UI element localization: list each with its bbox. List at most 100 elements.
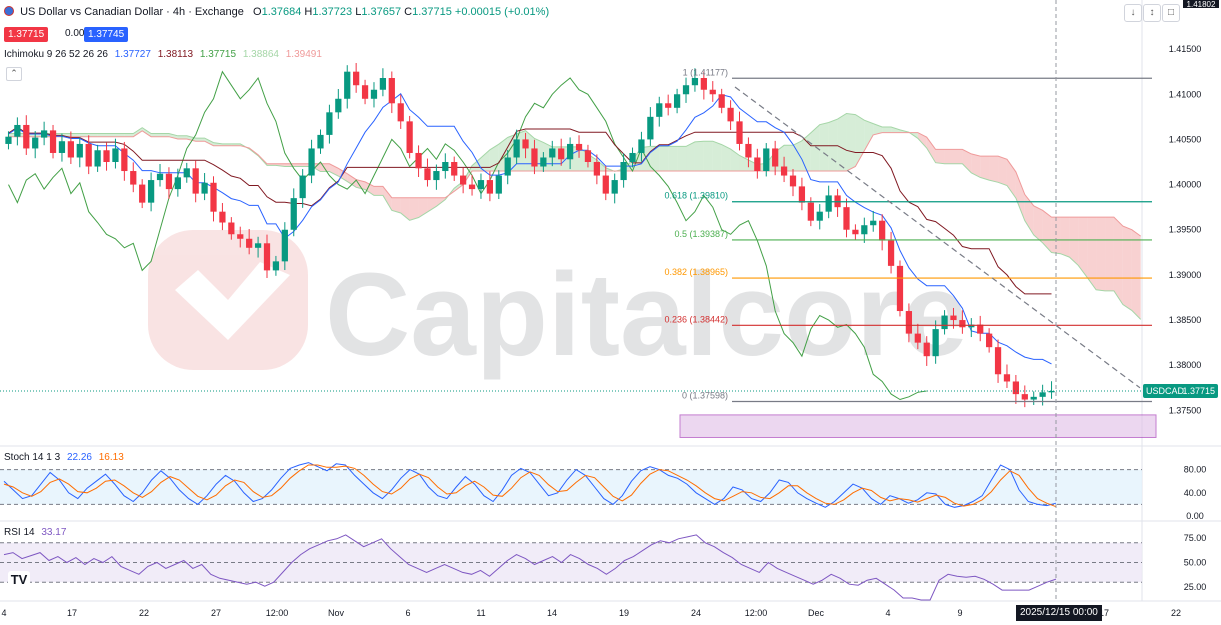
time-tick-label: 27	[211, 608, 221, 618]
candle-body	[495, 175, 502, 194]
candle-body	[219, 211, 226, 223]
candle-body	[5, 136, 12, 144]
candle-body	[736, 121, 743, 144]
candle-body	[959, 320, 966, 328]
candle-body	[691, 78, 699, 86]
candle-body	[887, 240, 895, 266]
sell-button[interactable]: 1.37715	[4, 27, 49, 42]
candle-body	[540, 157, 547, 167]
ichimoku-cloud-segment	[1113, 217, 1123, 305]
buy-button[interactable]: 1.37745	[84, 27, 129, 42]
candle-body	[798, 186, 806, 203]
zoom-icon[interactable]: ↕	[1143, 4, 1161, 22]
candle-body	[254, 243, 262, 248]
candle-body	[156, 173, 164, 181]
rsi-legend: RSI 14 33.17	[4, 527, 70, 538]
candle-body	[950, 315, 957, 321]
candle-body	[1021, 394, 1028, 400]
symbol-badge-name: USDCAD	[1146, 386, 1185, 396]
fib-level-label: 0.236 (1.38442)	[664, 314, 728, 324]
high-value: 1.37723	[312, 6, 353, 18]
candle-body	[174, 177, 181, 190]
candle-body	[183, 168, 190, 178]
symbol-badge	[1143, 383, 1218, 398]
candle-body	[558, 148, 565, 160]
candle-body	[879, 220, 886, 241]
candle-body	[397, 103, 404, 122]
rsi-tick-label: 25.00	[1184, 582, 1207, 592]
candle-body	[870, 220, 877, 226]
ichimoku-cloud-segment	[677, 146, 687, 172]
candle-body	[308, 148, 315, 176]
candle-body	[843, 207, 850, 230]
ichimoku-cloud-segment	[70, 133, 80, 137]
stoch-tick-label: 40.00	[1184, 488, 1207, 498]
time-tick-label: 12:00	[266, 608, 289, 618]
candle-body	[192, 168, 199, 194]
ichimoku-cloud-segment	[168, 133, 178, 139]
ichimoku-cloud-segment	[1033, 205, 1043, 243]
arrow-down-icon[interactable]: ↓	[1124, 4, 1142, 22]
candle-body	[566, 143, 574, 160]
ichimoku-cloud-segment	[926, 137, 936, 163]
stoch-label: Stoch 14 1 3	[4, 452, 61, 463]
candle-body	[40, 130, 48, 138]
candle-body	[353, 71, 360, 86]
ichimoku-cloud-segment	[998, 156, 1007, 186]
candle-body	[647, 116, 654, 140]
ichimoku-cloud-segment	[320, 163, 330, 172]
candle-body	[442, 162, 449, 172]
open-value: 1.37684	[261, 6, 302, 18]
candle-body	[263, 243, 271, 271]
ichimoku-cloud-segment	[88, 133, 98, 137]
time-tick-label: 22	[139, 608, 149, 618]
candle-body	[290, 198, 297, 230]
candle-body	[23, 124, 30, 149]
ichimoku-lagging-value: 1.37715	[199, 49, 237, 60]
fib-level-label: 0.382 (1.38965)	[664, 267, 728, 277]
low-value: 1.37657	[361, 6, 402, 18]
ichimoku-cloud-segment	[160, 133, 169, 137]
candle-body	[486, 180, 494, 194]
close-label: C	[404, 6, 413, 18]
ichimoku-conversion-value: 1.37727	[114, 49, 151, 60]
rsi-line	[3, 534, 1057, 601]
candle-body	[780, 166, 788, 176]
candle-body	[147, 180, 155, 203]
candle-body	[1003, 374, 1011, 382]
settings-icon[interactable]: □	[1162, 4, 1180, 22]
watermark-logo-mark	[175, 262, 290, 340]
ichimoku-cloud-segment	[133, 127, 143, 137]
ichimoku-span-a-line	[8, 112, 1142, 320]
stoch-k-value: 22.26	[66, 452, 92, 463]
collapse-indicators-button[interactable]: ⌃	[6, 67, 22, 81]
ichimoku-cloud-segment	[846, 113, 856, 172]
ichimoku-cloud-segment	[1131, 229, 1141, 320]
ichimoku-cloud-segment	[480, 149, 490, 172]
ichimoku-cloud-segment	[373, 186, 383, 196]
watermark: Capitalcore	[148, 230, 968, 381]
time-tick-label: 12:00	[745, 608, 768, 618]
ichimoku-cloud-segment	[891, 127, 900, 133]
price-tick-label: 1.38000	[1169, 360, 1202, 370]
price-tick-label: 1.40000	[1169, 180, 1202, 190]
candle-body	[531, 148, 538, 167]
ichimoku-cloud-segment	[177, 135, 187, 139]
candle-body	[611, 180, 618, 194]
ichimoku-legend: Ichimoku 9 26 52 26 26 1.37727 1.38113 1…	[4, 49, 326, 60]
candle-body	[388, 78, 395, 104]
stoch-d-value: 16.13	[98, 452, 124, 463]
watermark-text: Capitalcore	[325, 249, 968, 381]
candle-body	[228, 222, 235, 235]
time-tick-label: 17	[1099, 608, 1109, 618]
ichimoku-cloud-segment	[650, 146, 660, 172]
candle-body	[789, 175, 797, 187]
candle-body	[986, 333, 993, 348]
ichimoku-base-line	[8, 126, 1052, 295]
ichimoku-cloud-segment	[1051, 217, 1061, 254]
ichimoku-cloud-segment	[668, 146, 678, 172]
price-tick-label: 1.38500	[1169, 315, 1202, 325]
ichimoku-cloud-segment	[409, 197, 419, 221]
ichimoku-cloud-segment	[971, 153, 981, 178]
